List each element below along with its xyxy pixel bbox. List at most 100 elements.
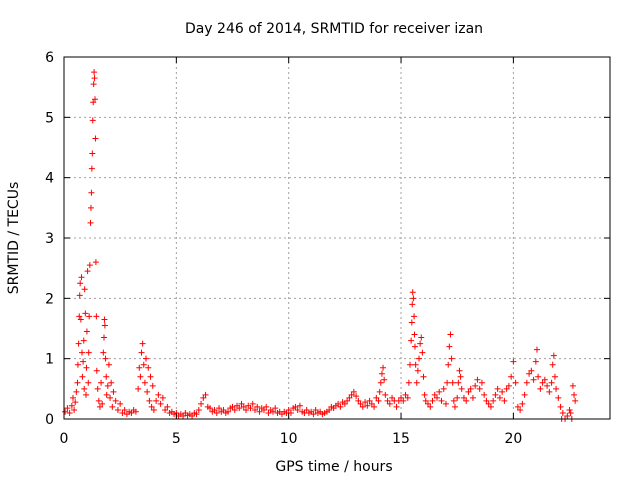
data-point <box>101 322 108 329</box>
data-point <box>96 403 103 410</box>
data-point <box>366 397 373 404</box>
data-point <box>405 379 412 386</box>
data-point <box>368 400 375 407</box>
data-point <box>519 400 526 407</box>
data-point <box>402 391 409 398</box>
data-point <box>90 99 97 106</box>
data-point <box>92 259 99 266</box>
x-tick-label: 15 <box>392 431 410 447</box>
data-point <box>456 367 463 374</box>
data-point <box>566 406 573 413</box>
data-point <box>521 391 528 398</box>
data-point <box>446 343 453 350</box>
x-tick-label: 5 <box>172 431 181 447</box>
data-point <box>79 373 86 380</box>
data-point <box>419 349 426 356</box>
data-point <box>375 397 382 404</box>
data-point <box>117 400 124 407</box>
data-point <box>136 364 143 371</box>
data-point <box>533 346 540 353</box>
data-point <box>99 400 106 407</box>
data-point <box>408 337 415 344</box>
data-point <box>225 408 232 415</box>
data-point <box>180 412 187 419</box>
data-point <box>193 411 200 418</box>
data-point <box>359 403 366 410</box>
data-point <box>145 364 152 371</box>
data-point <box>422 397 429 404</box>
data-point <box>467 385 474 392</box>
data-point <box>105 361 112 368</box>
data-point <box>121 406 128 413</box>
data-point <box>348 391 355 398</box>
data-point <box>411 313 418 320</box>
data-point <box>476 385 483 392</box>
data-point <box>265 409 272 416</box>
data-point <box>78 349 85 356</box>
data-point <box>557 403 564 410</box>
data-point <box>499 388 506 395</box>
data-point <box>572 397 579 404</box>
data-point <box>549 361 556 368</box>
data-point <box>100 349 107 356</box>
data-point <box>417 340 424 347</box>
data-point <box>553 385 560 392</box>
data-point <box>231 406 238 413</box>
data-point <box>571 391 578 398</box>
data-point <box>436 388 443 395</box>
data-point <box>448 355 455 362</box>
data-point <box>110 388 117 395</box>
data-point <box>189 412 196 419</box>
data-point <box>89 117 96 124</box>
data-point <box>398 394 405 401</box>
data-point <box>86 262 93 269</box>
data-point <box>263 403 270 410</box>
data-point <box>93 367 100 374</box>
data-point <box>92 96 99 103</box>
data-point <box>87 204 94 211</box>
data-point <box>337 403 344 410</box>
data-point <box>483 397 490 404</box>
data-point <box>119 409 126 416</box>
data-point <box>159 394 166 401</box>
data-point <box>559 409 566 416</box>
data-point <box>474 376 481 383</box>
x-tick-label: 20 <box>504 431 522 447</box>
data-point <box>386 400 393 407</box>
data-point <box>546 388 553 395</box>
data-point <box>393 403 400 410</box>
data-point <box>81 385 88 392</box>
data-point <box>153 397 160 404</box>
data-point <box>77 280 84 287</box>
data-point <box>523 379 530 386</box>
data-point <box>87 219 94 226</box>
data-point <box>503 385 510 392</box>
data-point <box>91 75 98 82</box>
data-point <box>492 391 499 398</box>
data-point <box>548 379 555 386</box>
data-point <box>364 402 371 409</box>
data-point <box>98 379 105 386</box>
data-point <box>85 349 92 356</box>
data-point <box>82 310 89 317</box>
data-point <box>485 400 492 407</box>
data-point <box>135 385 142 392</box>
data-point <box>195 406 202 413</box>
data-point <box>421 391 428 398</box>
data-point <box>326 406 333 413</box>
data-point <box>220 406 227 413</box>
data-point <box>272 405 279 412</box>
data-point <box>144 388 151 395</box>
data-point <box>449 379 456 386</box>
data-point <box>496 394 503 401</box>
data-point <box>150 406 157 413</box>
data-point <box>335 400 342 407</box>
data-point <box>83 391 90 398</box>
data-point <box>137 373 144 380</box>
data-point <box>555 394 562 401</box>
data-point <box>198 400 205 407</box>
data-point <box>76 292 83 299</box>
data-point <box>463 397 470 404</box>
data-point <box>260 406 267 413</box>
